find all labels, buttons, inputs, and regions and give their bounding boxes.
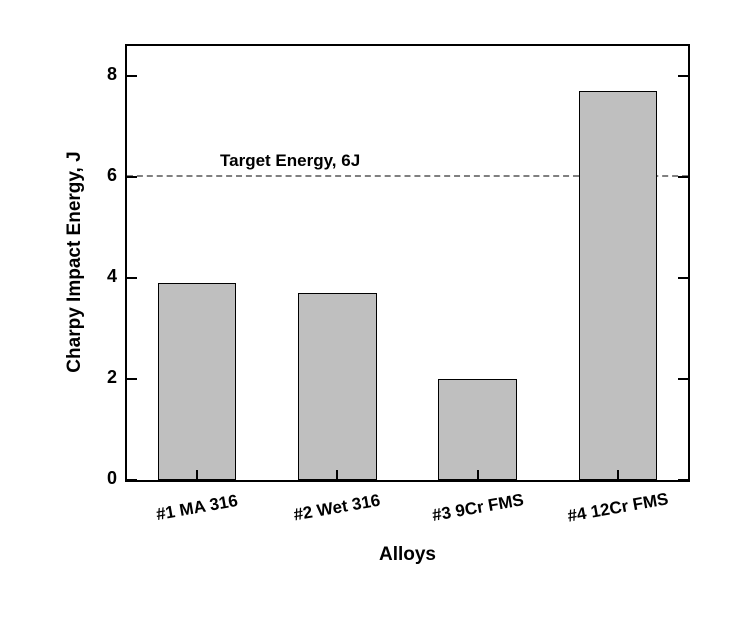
y-tick bbox=[678, 75, 688, 77]
x-tick bbox=[477, 470, 479, 480]
chart-canvas: Charpy Impact Energy, J Alloys Target En… bbox=[0, 0, 756, 640]
y-tick bbox=[127, 75, 137, 77]
y-tick-label: 6 bbox=[77, 165, 117, 186]
y-tick bbox=[678, 378, 688, 380]
y-tick-label: 0 bbox=[77, 468, 117, 489]
x-tick bbox=[336, 470, 338, 480]
target-annotation: Target Energy, 6J bbox=[220, 151, 360, 171]
y-tick-label: 2 bbox=[77, 367, 117, 388]
y-tick-label: 8 bbox=[77, 64, 117, 85]
y-tick bbox=[127, 176, 137, 178]
y-tick bbox=[678, 176, 688, 178]
x-axis-label: Alloys bbox=[308, 544, 508, 566]
category-label: #2 Wet 316 bbox=[267, 486, 408, 530]
y-tick bbox=[127, 277, 137, 279]
y-tick bbox=[678, 479, 688, 481]
y-tick bbox=[127, 378, 137, 380]
x-tick bbox=[196, 470, 198, 480]
plot-area bbox=[125, 44, 690, 482]
bar bbox=[438, 379, 517, 480]
category-label: #1 MA 316 bbox=[126, 486, 267, 530]
category-label: #4 12Cr FMS bbox=[547, 486, 688, 530]
y-tick-label: 4 bbox=[77, 266, 117, 287]
y-tick bbox=[678, 277, 688, 279]
y-tick bbox=[127, 479, 137, 481]
bar bbox=[579, 91, 658, 480]
bar bbox=[298, 293, 377, 480]
x-tick bbox=[617, 470, 619, 480]
bar bbox=[158, 283, 237, 480]
category-label: #3 9Cr FMS bbox=[407, 486, 548, 530]
